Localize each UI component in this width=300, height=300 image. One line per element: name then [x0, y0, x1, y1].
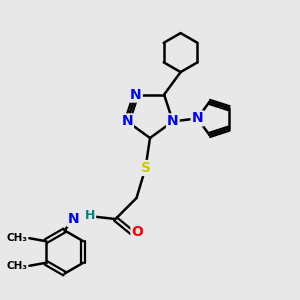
Text: N: N — [130, 88, 142, 102]
Text: N: N — [68, 212, 79, 226]
Text: N: N — [192, 111, 203, 125]
Text: O: O — [131, 226, 143, 239]
Text: CH₃: CH₃ — [7, 233, 28, 243]
Text: N: N — [167, 114, 178, 128]
Text: N: N — [122, 114, 133, 128]
Text: CH₃: CH₃ — [7, 261, 28, 271]
Text: S: S — [140, 161, 151, 175]
Text: H: H — [85, 209, 95, 222]
